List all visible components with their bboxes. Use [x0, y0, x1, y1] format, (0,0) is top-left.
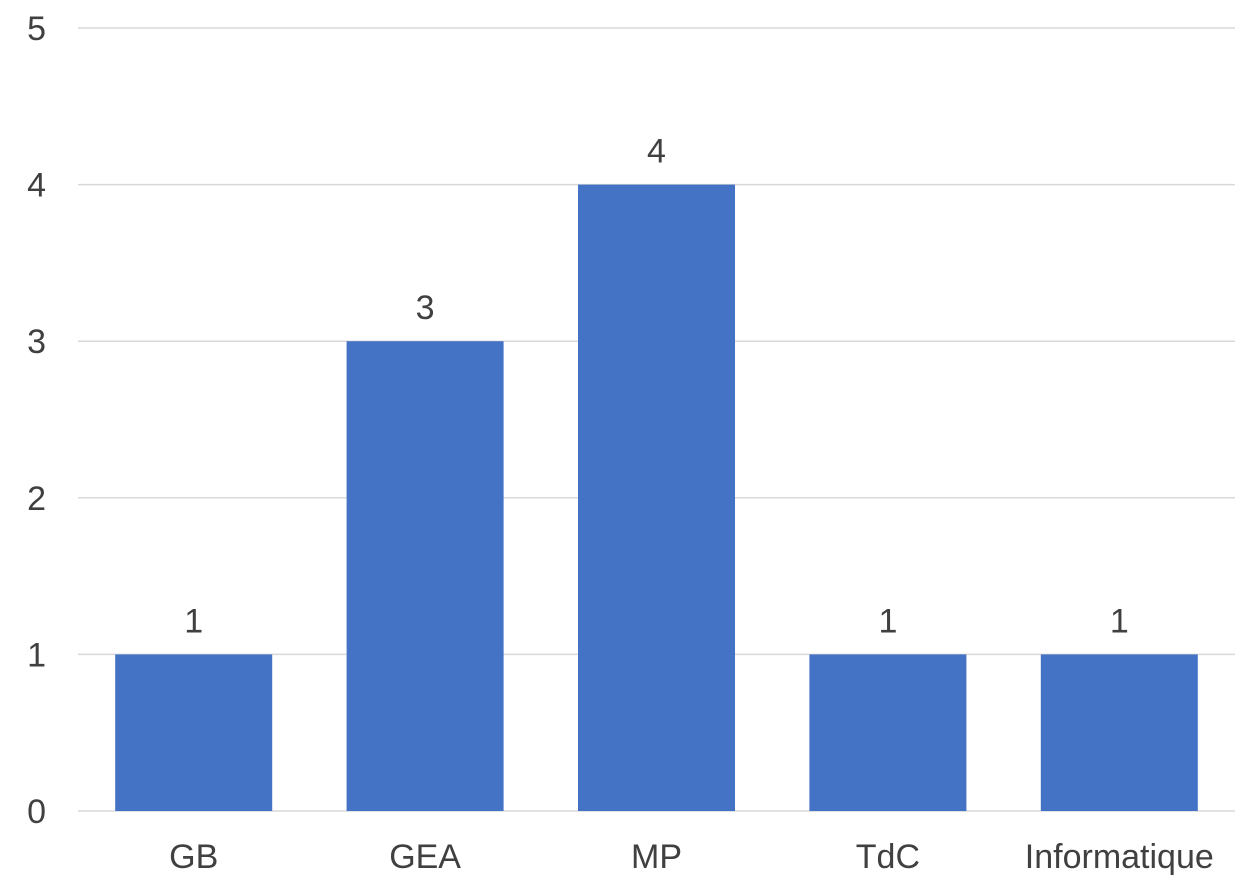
- bars: [115, 184, 1198, 812]
- bar-gb: [115, 654, 273, 811]
- y-tick-label: 5: [27, 10, 46, 48]
- x-category-label: MP: [631, 838, 682, 876]
- bar-informatique: [1040, 654, 1198, 811]
- x-category-label: TdC: [856, 838, 920, 876]
- y-tick-label: 3: [27, 323, 46, 361]
- x-axis-categories: GB GEA MP TdC Informatique: [169, 838, 1214, 876]
- x-category-label: GB: [169, 838, 218, 876]
- y-tick-label: 0: [27, 793, 46, 831]
- bar-mp: [578, 184, 735, 812]
- data-label-gea: 3: [416, 289, 435, 327]
- data-label-mp: 4: [647, 133, 666, 171]
- x-category-label: GEA: [389, 838, 461, 876]
- data-label-informatique: 1: [1110, 602, 1129, 640]
- data-label-gb: 1: [184, 602, 203, 640]
- data-label-tdc: 1: [878, 602, 897, 640]
- y-tick-label: 4: [27, 167, 46, 205]
- bar-tdc: [809, 654, 967, 811]
- bar-gea: [346, 341, 504, 811]
- y-tick-label: 1: [27, 636, 46, 674]
- y-tick-label: 2: [27, 480, 46, 518]
- data-labels: 1 3 4 1 1: [184, 133, 1129, 641]
- y-axis-ticks: 0 1 2 3 4 5: [27, 10, 46, 831]
- x-category-label: Informatique: [1025, 838, 1214, 876]
